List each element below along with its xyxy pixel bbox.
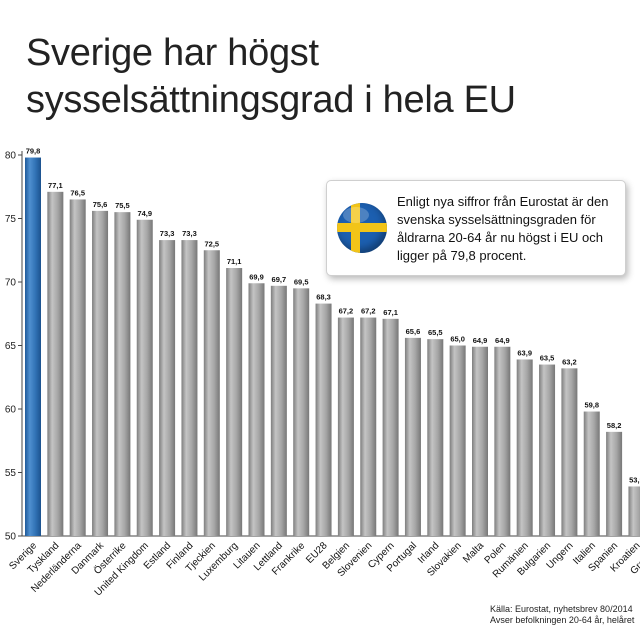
bar xyxy=(47,191,64,536)
bar-value-label: 63,5 xyxy=(540,354,555,363)
bar xyxy=(360,317,377,536)
bar-value-label: 63,2 xyxy=(562,357,577,366)
bar-value-label: 75,6 xyxy=(93,200,108,209)
source-line-1: Källa: Eurostat, nyhetsbrev 80/2014 xyxy=(490,604,633,614)
bar xyxy=(293,288,310,536)
bar-value-label: 69,5 xyxy=(294,277,309,286)
y-tick-label: 75 xyxy=(5,214,17,225)
bar-value-label: 69,9 xyxy=(249,272,264,281)
swedish-flag-icon xyxy=(337,203,387,253)
bar-value-label: 79,8 xyxy=(26,147,41,156)
bar xyxy=(159,240,176,536)
bar xyxy=(25,157,41,537)
bar-value-label: 71,1 xyxy=(227,257,242,266)
bar xyxy=(606,431,623,536)
bar-value-label: 68,3 xyxy=(316,293,331,302)
bar xyxy=(203,250,220,536)
bar-value-label: 69,7 xyxy=(272,275,287,284)
bar-value-label: 65,5 xyxy=(428,328,443,337)
bar xyxy=(628,486,640,536)
bar-value-label: 63,9 xyxy=(517,348,532,357)
bar-value-label: 73,3 xyxy=(160,229,175,238)
bar xyxy=(516,359,533,536)
bar xyxy=(315,303,332,536)
bar-value-label: 72,5 xyxy=(204,239,219,248)
y-tick-label: 60 xyxy=(5,405,17,416)
bar-value-label: 77,1 xyxy=(48,181,63,190)
bar xyxy=(404,337,421,536)
bar-value-label: 64,9 xyxy=(495,336,510,345)
bar-value-label: 67,1 xyxy=(383,308,398,317)
bar-value-label: 53,9 xyxy=(629,475,640,484)
bar-value-label: 64,9 xyxy=(473,336,488,345)
bar xyxy=(92,210,109,536)
info-callout: Enligt nya siffror från Eurostat är den … xyxy=(326,180,626,276)
bar xyxy=(494,346,511,536)
bar xyxy=(270,285,287,536)
bar xyxy=(449,345,466,536)
chart-title-line-1: Sverige har högst xyxy=(26,32,319,74)
bar xyxy=(561,368,578,536)
bar-value-label: 74,9 xyxy=(137,209,152,218)
chart-title: Sverige har högst sysselsättningsgrad i … xyxy=(26,30,626,124)
bar xyxy=(382,318,399,536)
bar-value-label: 58,2 xyxy=(607,421,622,430)
source-line-2: Avser befolkningen 20-64 år, helåret xyxy=(490,615,635,625)
bar xyxy=(181,240,198,536)
y-tick-label: 65 xyxy=(5,341,17,352)
bar-value-label: 67,2 xyxy=(339,307,354,316)
bar-value-label: 76,5 xyxy=(70,188,85,197)
bar xyxy=(248,283,265,536)
bar-value-label: 59,8 xyxy=(584,401,599,410)
y-tick-label: 80 xyxy=(5,151,17,162)
y-tick-label: 70 xyxy=(5,278,17,289)
bar-value-label: 73,3 xyxy=(182,229,197,238)
bar xyxy=(539,364,556,536)
bar xyxy=(337,317,354,536)
bar xyxy=(69,199,86,536)
x-tick-label: Malta xyxy=(461,540,486,565)
source-note: Källa: Eurostat, nyhetsbrev 80/2014 Avse… xyxy=(490,604,640,626)
bar-value-label: 65,6 xyxy=(406,327,421,336)
bar xyxy=(427,339,444,536)
bar-value-label: 67,2 xyxy=(361,307,376,316)
bar-value-label: 75,5 xyxy=(115,201,130,210)
info-callout-text: Enligt nya siffror från Eurostat är den … xyxy=(397,194,609,263)
bar xyxy=(114,212,131,536)
bar xyxy=(583,411,600,536)
bar xyxy=(472,346,488,536)
bar-value-label: 65,0 xyxy=(450,335,465,344)
bar xyxy=(226,268,243,536)
chart-title-line-2: sysselsättningsgrad i hela EU xyxy=(26,79,516,121)
y-tick-label: 50 xyxy=(5,532,17,543)
bar xyxy=(136,219,153,536)
y-tick-label: 55 xyxy=(5,468,17,479)
